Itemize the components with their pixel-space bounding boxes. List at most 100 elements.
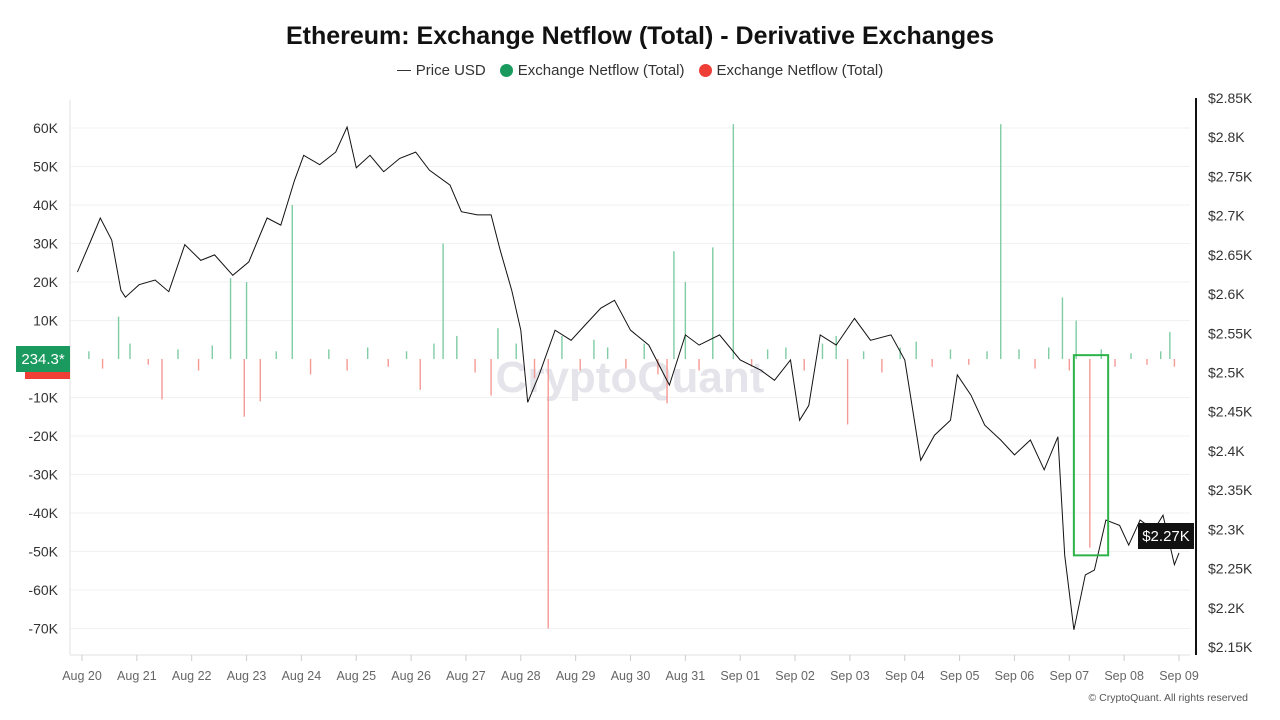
left-axis-tick-label: -40K: [28, 505, 58, 521]
netflow-bar-positive: [1160, 351, 1162, 359]
netflow-bar-negative: [1068, 359, 1070, 371]
netflow-bar-negative: [533, 359, 536, 379]
netflow-bar-negative: [1089, 359, 1091, 548]
right-axis-tick-label: $2.7K: [1208, 208, 1245, 224]
netflow-bar-negative: [259, 359, 261, 402]
netflow-bar-positive: [1061, 297, 1064, 359]
netflow-bar-positive: [821, 343, 824, 359]
watermark: CryptoQuant: [496, 353, 765, 402]
netflow-bar-positive: [405, 351, 408, 359]
x-axis-tick-label: Sep 01: [720, 669, 760, 683]
x-axis-tick-label: Aug 23: [227, 669, 267, 683]
right-axis-tick-label: $2.15K: [1208, 639, 1253, 655]
netflow-bar-negative: [657, 359, 659, 375]
netflow-bar-negative: [881, 359, 883, 373]
netflow-bar-positive: [1169, 332, 1171, 359]
netflow-bar-negative: [547, 359, 549, 629]
netflow-bar-positive: [456, 335, 458, 359]
netflow-bar-negative: [346, 359, 348, 371]
left-axis-tick-label: 40K: [33, 197, 59, 213]
netflow-bar-negative: [101, 359, 104, 369]
right-axis-tick-label: $2.55K: [1208, 325, 1253, 341]
netflow-bar-positive: [291, 205, 293, 359]
netflow-bar-positive: [117, 316, 120, 359]
current-price-label: $2.27K: [1142, 528, 1190, 545]
netflow-bar-positive: [275, 351, 277, 359]
current-netflow-label: 234.3*: [21, 351, 65, 368]
netflow-bar-positive: [561, 335, 563, 359]
price-line: [76, 125, 1180, 630]
netflow-bar-negative: [197, 359, 200, 371]
legend-label: Price USD: [415, 62, 486, 79]
netflow-bar-negative: [147, 359, 149, 365]
left-axis-tick-label: -30K: [28, 467, 58, 483]
x-axis-tick-label: Sep 04: [885, 669, 925, 683]
netflow-bar-negative: [1114, 359, 1116, 367]
right-axis-tick-label: $2.5K: [1208, 365, 1245, 381]
netflow-bar-positive: [606, 347, 609, 359]
netflow-bar-negative: [161, 359, 163, 400]
netflow-bar-negative: [1034, 359, 1036, 369]
netflow-bar-negative: [931, 359, 933, 367]
left-axis-tick-label: 30K: [33, 236, 59, 252]
right-axis-tick-label: $2.8K: [1208, 129, 1245, 145]
netflow-bar-positive: [899, 347, 901, 359]
x-axis-tick-label: Aug 24: [282, 669, 322, 683]
netflow-bar-negative: [1146, 359, 1148, 365]
netflow-bar-negative: [309, 359, 312, 375]
left-axis-tick-label: 50K: [33, 159, 59, 175]
netflow-bar-positive: [211, 345, 213, 359]
netflow-bar-negative: [803, 359, 805, 371]
x-axis-tick-label: Aug 22: [172, 669, 212, 683]
current-price-marker: $2.27K: [1138, 523, 1194, 549]
legend-item-netflow-positive[interactable]: Exchange Netflow (Total): [499, 62, 685, 79]
netflow-bar-positive: [229, 278, 232, 359]
right-axis-tick-label: $2.2K: [1208, 600, 1245, 616]
x-axis-tick-label: Aug 27: [446, 669, 486, 683]
netflow-bar-negative: [968, 359, 970, 365]
line-marker-icon: [396, 70, 411, 71]
right-axis-tick-label: $2.75K: [1208, 168, 1253, 184]
left-axis-tick-label: -10K: [28, 390, 58, 406]
netflow-bar-negative: [846, 359, 849, 425]
right-axis-tick-label: $2.65K: [1208, 247, 1253, 263]
netflow-bar-negative: [698, 359, 700, 371]
netflow-bar-positive: [1130, 353, 1132, 359]
netflow-bar-negative: [750, 359, 753, 367]
netflow-bar-positive: [986, 351, 988, 359]
left-axis-tick-label: 20K: [33, 274, 59, 290]
netflow-bar-positive: [684, 282, 687, 359]
x-axis-tick-label: Sep 05: [940, 669, 980, 683]
right-axis-tick-label: $2.6K: [1208, 286, 1245, 302]
netflow-bar-positive: [766, 349, 769, 359]
x-axis-tick-label: Aug 26: [391, 669, 431, 683]
right-axis-tick-label: $2.4K: [1208, 443, 1245, 459]
netflow-bar-positive: [712, 247, 714, 359]
x-axis-tick-label: Sep 06: [995, 669, 1035, 683]
highlight-box: [1072, 354, 1110, 557]
netflow-bar-negative: [490, 359, 492, 396]
red-dot-icon: [698, 64, 712, 77]
x-axis-tick-label: Aug 21: [117, 669, 157, 683]
left-axis-tick-label: 60K: [33, 120, 59, 136]
netflow-bar-positive: [643, 343, 645, 359]
netflow-bar-positive: [442, 243, 444, 359]
netflow-bar-negative: [579, 359, 581, 371]
left-axis-tick-label: -60K: [28, 582, 58, 598]
right-axis-tick-label: $2.3K: [1208, 521, 1245, 537]
netflow-bar-positive: [732, 124, 735, 360]
left-axis-tick-label: -70K: [28, 621, 58, 637]
right-axis-tick-label: $2.25K: [1208, 561, 1253, 577]
current-netflow-marker: 234.3*: [16, 346, 70, 379]
netflow-bar-negative: [1173, 359, 1176, 367]
legend-item-netflow-negative[interactable]: Exchange Netflow (Total): [698, 62, 883, 79]
x-axis-tick-label: Sep 07: [1049, 669, 1089, 683]
legend-item-price[interactable]: Price USD: [396, 62, 486, 79]
x-axis-tick-label: Aug 31: [666, 669, 706, 683]
x-axis-tick-label: Sep 08: [1104, 669, 1144, 683]
netflow-bar-positive: [328, 349, 330, 359]
x-axis-tick-label: Aug 28: [501, 669, 541, 683]
netflow-bar-positive: [949, 349, 952, 359]
netflow-bar-positive: [673, 251, 675, 359]
netflow-bar-positive: [245, 282, 248, 359]
